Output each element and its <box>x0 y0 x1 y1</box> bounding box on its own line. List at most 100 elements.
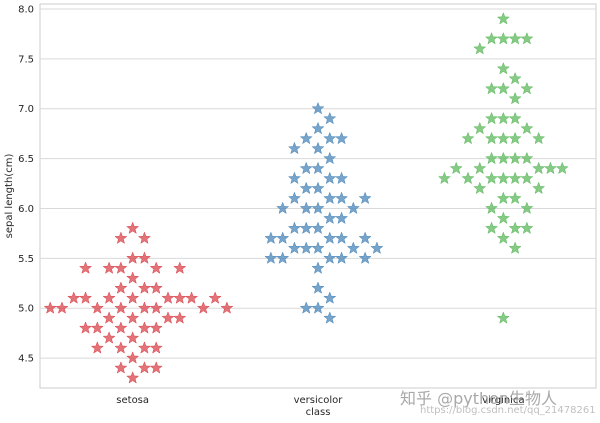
data-point-star <box>149 361 163 374</box>
y-tick-labels: 4.5 5.0 5.5 6.0 6.5 7.0 7.5 8.0 <box>18 4 34 364</box>
x-tick-label: versicolor <box>294 395 344 406</box>
data-point-star <box>264 231 278 244</box>
data-point-star <box>449 161 463 175</box>
data-point-star <box>496 231 510 244</box>
data-point-star <box>114 321 128 334</box>
data-point-star <box>496 12 510 25</box>
data-point-star <box>276 231 290 244</box>
data-point-star <box>520 121 534 135</box>
data-point-star <box>311 241 325 254</box>
data-point-star <box>323 311 337 324</box>
data-point-star <box>358 251 372 264</box>
data-point-star <box>173 311 187 324</box>
y-tick-label: 7.5 <box>18 54 34 65</box>
data-point-star <box>496 111 510 125</box>
data-point-star <box>126 331 140 344</box>
data-point-star <box>484 171 499 185</box>
data-point-star <box>114 341 128 354</box>
data-point-star <box>137 281 152 294</box>
data-point-star <box>323 111 337 125</box>
data-point-star <box>287 141 302 155</box>
data-point-star <box>78 261 93 274</box>
data-point-star <box>520 31 534 45</box>
data-point-star <box>323 151 337 165</box>
data-point-star <box>484 201 499 215</box>
data-point-star <box>473 181 487 195</box>
data-point-star <box>496 151 510 165</box>
data-point-star <box>137 231 152 244</box>
data-point-star <box>323 191 337 205</box>
data-point-star <box>299 201 313 215</box>
data-point-star <box>126 251 140 264</box>
data-point-star <box>334 131 349 145</box>
data-point-star <box>220 301 234 314</box>
data-point-star <box>484 151 499 165</box>
data-point-star <box>496 131 510 145</box>
data-point-star <box>323 171 337 185</box>
data-point-star <box>137 341 152 354</box>
data-point-star <box>461 171 475 185</box>
data-point-star <box>149 281 163 294</box>
data-point-star <box>496 61 510 75</box>
data-point-star <box>114 231 128 244</box>
data-point-star <box>90 301 104 314</box>
data-point-star <box>299 221 313 235</box>
data-point-star <box>102 311 116 324</box>
data-point-star <box>520 201 534 215</box>
data-point-star <box>126 271 140 284</box>
data-point-star <box>126 371 140 384</box>
data-point-star <box>126 311 140 324</box>
data-points <box>43 12 569 384</box>
data-point-star <box>184 291 199 304</box>
data-point-star <box>311 281 325 294</box>
data-point-star <box>137 361 152 374</box>
data-point-star <box>508 151 522 165</box>
data-point-star <box>323 131 337 145</box>
y-axis-label: sepal length(cm) <box>4 154 15 239</box>
data-point-star <box>323 291 337 304</box>
data-point-star <box>102 291 116 304</box>
data-point-star <box>496 191 510 205</box>
data-point-star <box>161 291 175 304</box>
data-point-star <box>114 301 128 314</box>
data-point-star <box>276 251 290 264</box>
data-point-star <box>508 191 522 205</box>
data-point-star <box>370 241 384 254</box>
data-point-star <box>334 231 349 244</box>
data-point-star <box>461 131 475 145</box>
data-point-star <box>520 151 534 165</box>
data-point-star <box>484 111 499 125</box>
data-point-star <box>508 241 522 254</box>
data-point-star <box>149 341 163 354</box>
y-tick-label: 8.0 <box>18 4 34 15</box>
data-point-star <box>299 161 313 175</box>
data-point-star <box>346 201 360 215</box>
data-point-star <box>496 171 510 185</box>
data-point-star <box>334 251 349 264</box>
data-point-star <box>473 161 487 175</box>
data-point-star <box>299 131 313 145</box>
data-point-star <box>114 281 128 294</box>
data-point-star <box>43 301 57 314</box>
watermark-url: https://blog.csdn.net/qq_21478261 <box>420 405 596 416</box>
y-tick-label: 6.0 <box>18 204 34 215</box>
data-point-star <box>102 261 116 274</box>
data-point-star <box>311 161 325 175</box>
data-point-star <box>126 221 140 235</box>
data-point-star <box>543 161 558 175</box>
data-point-star <box>126 351 140 364</box>
data-point-star <box>287 221 302 235</box>
data-point-star <box>311 221 325 235</box>
data-point-star <box>173 291 187 304</box>
data-point-star <box>334 191 349 205</box>
data-point-star <box>508 71 522 85</box>
data-point-star <box>508 171 522 185</box>
data-point-star <box>137 321 152 334</box>
data-point-star <box>114 361 128 374</box>
x-tick-labels: setosa versicolor virginica <box>116 395 524 406</box>
y-tick-label: 5.0 <box>18 304 34 315</box>
data-point-star <box>520 171 534 185</box>
data-point-star <box>334 171 349 185</box>
data-point-star <box>173 261 187 274</box>
